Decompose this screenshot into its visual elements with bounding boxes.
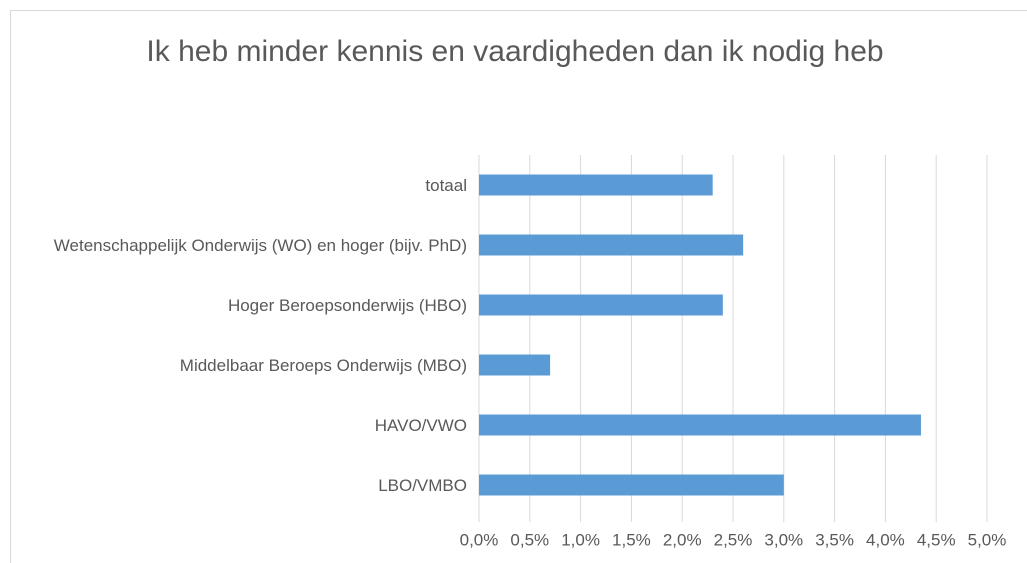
category-box: totaal — [425, 175, 467, 195]
y-tick-label: Middelbaar Beroeps Onderwijs (MBO) — [179, 355, 467, 375]
x-tick-label: 0,0% — [460, 530, 499, 549]
y-tick-label: LBO/VMBO — [378, 475, 467, 495]
category-box: HAVO/VWO — [374, 415, 467, 435]
category-box: Hoger Beroepsonderwijs (HBO) — [227, 295, 467, 315]
bar — [479, 474, 784, 496]
x-tick-label: 2,5% — [714, 530, 753, 549]
y-tick-label: Hoger Beroepsonderwijs (HBO) — [227, 295, 467, 315]
category-box: LBO/VMBO — [378, 475, 467, 495]
x-tick-label: 1,0% — [561, 530, 600, 549]
x-tick-label: 3,5% — [815, 530, 854, 549]
bar — [479, 354, 551, 376]
x-tick-label: 0,5% — [510, 530, 549, 549]
x-tick-label: 1,5% — [612, 530, 651, 549]
x-tick-label: 3,0% — [764, 530, 803, 549]
x-tick-label: 4,5% — [917, 530, 956, 549]
bar — [479, 234, 744, 256]
bar — [479, 174, 713, 196]
chart-title: Ik heb minder kennis en vaardigheden dan… — [146, 35, 884, 68]
y-tick-label: Wetenschappelijk Onderwijs (WO) en hoger… — [53, 235, 467, 255]
y-tick-label: totaal — [425, 175, 467, 195]
bar — [479, 414, 921, 436]
x-tick-label: 2,0% — [663, 530, 702, 549]
category-box: Middelbaar Beroeps Onderwijs (MBO) — [179, 355, 467, 375]
x-tick-label: 5,0% — [968, 530, 1007, 549]
bar — [479, 294, 723, 316]
y-tick-label: HAVO/VWO — [374, 415, 467, 435]
chart-frame — [10, 10, 1027, 563]
category-box: Wetenschappelijk Onderwijs (WO) en hoger… — [53, 235, 467, 255]
title-box: Ik heb minder kennis en vaardigheden dan… — [146, 35, 884, 68]
x-tick-label: 4,0% — [866, 530, 905, 549]
